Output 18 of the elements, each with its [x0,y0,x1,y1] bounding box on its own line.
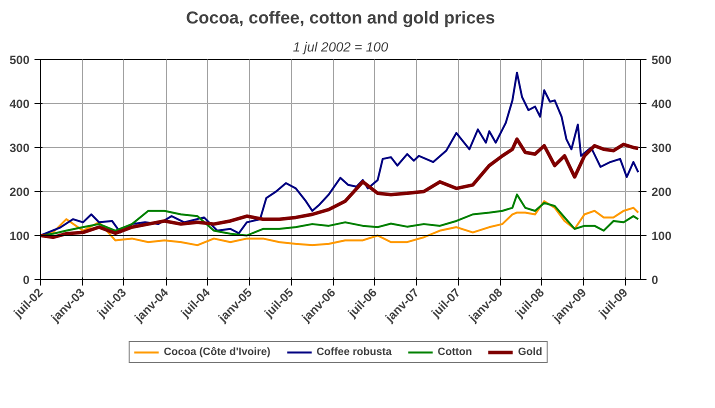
y-tick-label: 0 [22,273,30,287]
y-tick-label: 100 [9,229,30,243]
y2-tick-label: 0 [652,273,658,287]
y2-tick-label: 200 [652,185,672,199]
y2-tick-label: 400 [652,97,672,111]
legend-label: Coffee robusta [316,346,392,358]
y-tick-label: 400 [9,97,30,111]
legend-label: Cotton [438,346,472,358]
y2-tick-label: 100 [652,229,672,243]
chart-subtitle: 1 jul 2002 = 100 [292,40,389,54]
y2-tick-label: 500 [652,53,672,67]
legend-label: Cocoa (Côte d'Ivoire) [164,346,270,358]
y-tick-label: 300 [9,141,30,155]
legend-label: Gold [518,346,542,358]
y2-tick-label: 300 [652,141,672,155]
y-tick-label: 200 [9,185,30,199]
chart-title: Cocoa, coffee, cotton and gold prices [186,8,496,28]
y-tick-label: 500 [9,53,30,67]
